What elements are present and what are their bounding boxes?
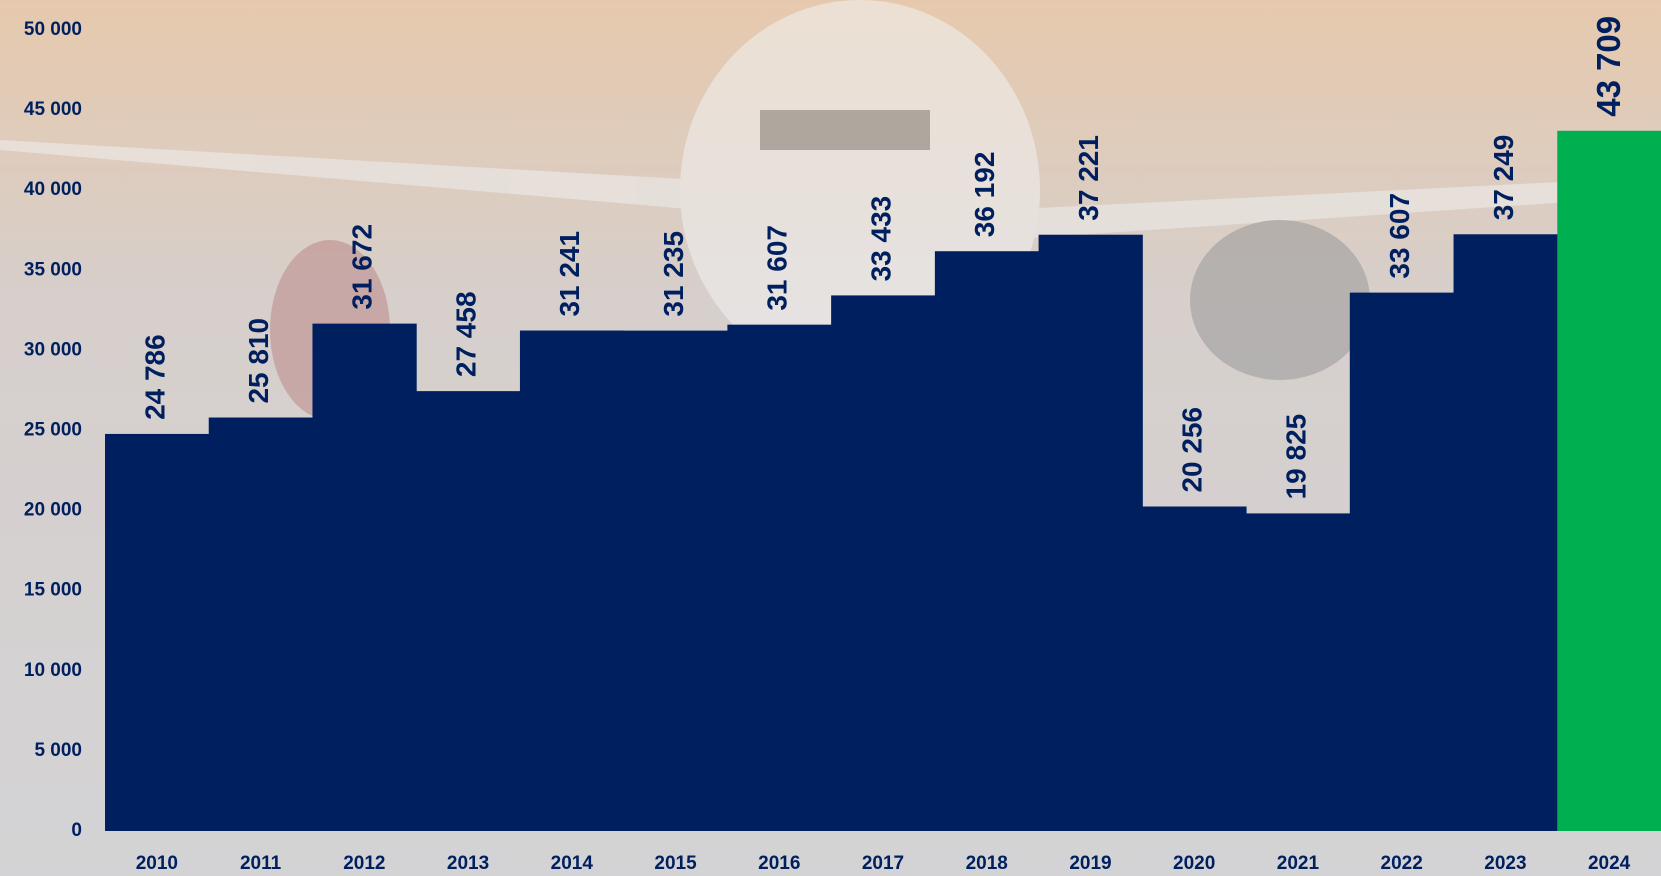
y-tick-label: 35 000 bbox=[24, 259, 82, 280]
x-tick-label: 2010 bbox=[136, 853, 178, 874]
x-tick-label: 2015 bbox=[654, 853, 697, 874]
y-tick-label: 10 000 bbox=[24, 660, 82, 681]
y-tick-label: 30 000 bbox=[24, 339, 82, 360]
x-tick-label: 2019 bbox=[1069, 853, 1111, 874]
y-tick-label: 40 000 bbox=[24, 179, 82, 200]
value-label: 31 235 bbox=[658, 231, 689, 317]
value-label: 19 825 bbox=[1280, 414, 1311, 500]
bar bbox=[624, 331, 728, 831]
x-tick-label: 2017 bbox=[862, 853, 904, 874]
x-tick-label: 2014 bbox=[551, 853, 594, 874]
y-tick-label: 50 000 bbox=[24, 19, 82, 40]
value-label: 25 810 bbox=[243, 318, 274, 404]
value-label: 31 672 bbox=[347, 224, 378, 310]
value-label: 37 249 bbox=[1488, 135, 1519, 221]
bar bbox=[727, 325, 831, 831]
value-label: 31 241 bbox=[554, 231, 585, 317]
x-tick-label: 2016 bbox=[758, 853, 800, 874]
x-tick-label: 2024 bbox=[1588, 853, 1631, 874]
bar bbox=[209, 418, 313, 831]
y-tick-label: 45 000 bbox=[24, 99, 82, 120]
value-label: 20 256 bbox=[1177, 407, 1208, 493]
x-tick-label: 2012 bbox=[343, 853, 385, 874]
x-tick-label: 2021 bbox=[1277, 853, 1320, 874]
value-label: 43 709 bbox=[1590, 16, 1627, 117]
x-tick-label: 2020 bbox=[1173, 853, 1215, 874]
bar bbox=[831, 295, 935, 831]
y-tick-label: 5 000 bbox=[34, 740, 82, 761]
page: 0 5 000 10 000 15 000 20 000 25 000 30 000 35 0… bbox=[0, 0, 1661, 876]
bar bbox=[1039, 235, 1143, 831]
y-tick-label: 0 bbox=[71, 820, 82, 841]
x-tick-label: 2022 bbox=[1381, 853, 1423, 874]
value-label: 31 607 bbox=[762, 225, 793, 311]
bar bbox=[1350, 293, 1454, 831]
bar bbox=[1557, 131, 1661, 831]
bar bbox=[520, 331, 624, 831]
x-tick-label: 2011 bbox=[240, 853, 282, 874]
value-label: 24 786 bbox=[139, 334, 170, 420]
bar bbox=[312, 324, 416, 831]
x-tick-label: 2018 bbox=[966, 853, 1008, 874]
bar bbox=[935, 251, 1039, 831]
value-label: 27 458 bbox=[450, 291, 481, 377]
value-label: 33 433 bbox=[865, 196, 896, 282]
bar bbox=[1454, 234, 1558, 831]
x-tick-label: 2023 bbox=[1484, 853, 1526, 874]
y-tick-label: 15 000 bbox=[24, 580, 82, 601]
bar bbox=[105, 434, 209, 831]
y-tick-label: 20 000 bbox=[24, 500, 82, 521]
bar bbox=[1246, 513, 1350, 831]
y-tick-label: 25 000 bbox=[24, 420, 82, 441]
chart: 0 5 000 10 000 15 000 20 000 25 000 30 000 35 0… bbox=[0, 0, 1661, 876]
value-label: 33 607 bbox=[1384, 193, 1415, 279]
x-tick-label: 2013 bbox=[447, 853, 489, 874]
value-label: 37 221 bbox=[1073, 135, 1104, 221]
bar bbox=[416, 391, 520, 831]
value-label: 36 192 bbox=[969, 152, 1000, 238]
bar bbox=[1142, 506, 1246, 831]
